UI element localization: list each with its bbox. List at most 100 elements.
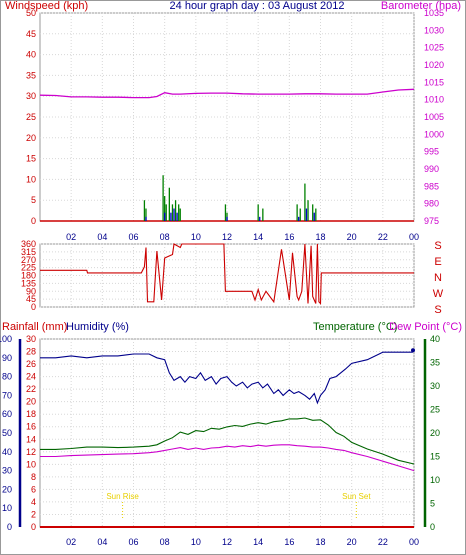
temp-panel-x-tick-label: 04 xyxy=(97,537,107,547)
temperature-tick-label: 0 xyxy=(430,522,435,532)
compass-letter: S xyxy=(434,304,441,316)
barometer-tick-label: 1010 xyxy=(424,95,444,105)
barometer-tick-label: 975 xyxy=(424,216,439,226)
sun-marker-label: Sun Rise xyxy=(106,492,139,501)
humidity-tick-label: 70 xyxy=(2,390,12,400)
compass-letter: S xyxy=(434,240,441,252)
temperature-tick-label: 20 xyxy=(430,428,440,438)
rainfall-axis-label: Rainfall (mm) xyxy=(2,321,67,333)
wind-panel-x-tick-label: 20 xyxy=(347,232,357,242)
barometer-tick-label: 1035 xyxy=(424,8,444,18)
humidity-axis-label: Humidity (%) xyxy=(66,321,129,333)
windspeed-axis-label: Windspeed (kph) xyxy=(5,0,88,12)
rain-tick-label: 26 xyxy=(26,359,36,369)
dew-point-line xyxy=(40,444,415,472)
humidity-line xyxy=(40,349,415,405)
rain-tick-label: 2 xyxy=(31,509,36,519)
wind-panel-x-tick-label: 18 xyxy=(315,232,325,242)
wind-panel-x-tick-label: 12 xyxy=(222,232,232,242)
windspeed-tick-label: 20 xyxy=(26,133,36,143)
direction-tick-label: 270 xyxy=(21,255,36,265)
direction-tick-label: 90 xyxy=(26,286,36,296)
humidity-tick-label: 20 xyxy=(2,484,12,494)
rain-tick-label: 20 xyxy=(26,397,36,407)
wind-panel-x-tick-label: 00 xyxy=(409,232,419,242)
wind-panel-x-tick-label: 06 xyxy=(128,232,138,242)
windspeed-tick-label: 0 xyxy=(31,216,36,226)
rain-tick-label: 24 xyxy=(26,372,36,382)
wind-panel-x-tick-label: 02 xyxy=(66,232,76,242)
direction-tick-label: 135 xyxy=(21,278,36,288)
temperature-tick-label: 40 xyxy=(430,334,440,344)
humidity-tick-label: 50 xyxy=(2,428,12,438)
windspeed-tick-label: 50 xyxy=(26,8,36,18)
rain-tick-label: 14 xyxy=(26,434,36,444)
rain-tick-label: 4 xyxy=(31,497,36,507)
temperature-axis-label: Temperature (°C) xyxy=(313,321,397,333)
temp-panel-x-tick-label: 00 xyxy=(409,537,419,547)
compass-letter: E xyxy=(434,256,441,268)
wind-direction-line xyxy=(40,243,414,305)
humidity-tick-label: 30 xyxy=(2,466,12,476)
temperature-tick-label: 15 xyxy=(430,452,440,462)
wind-panel-x-tick-label: 08 xyxy=(160,232,170,242)
humidity-tick-label: 60 xyxy=(2,409,12,419)
barometer-tick-label: 995 xyxy=(424,147,439,157)
wind-panel-x-tick-label: 16 xyxy=(284,232,294,242)
temperature-tick-label: 30 xyxy=(430,381,440,391)
rain-tick-label: 16 xyxy=(26,422,36,432)
windspeed-tick-label: 5 xyxy=(31,195,36,205)
barometer-tick-label: 1030 xyxy=(424,25,444,35)
barometer-tick-label: 985 xyxy=(424,181,439,191)
temp-panel-x-tick-label: 22 xyxy=(378,537,388,547)
temperature-tick-label: 10 xyxy=(430,475,440,485)
temperature-line xyxy=(40,417,415,465)
wind-panel-x-tick-label: 14 xyxy=(253,232,263,242)
direction-tick-label: 180 xyxy=(21,271,36,281)
humidity-tick-label: 10 xyxy=(2,503,12,513)
direction-tick-label: 45 xyxy=(26,294,36,304)
barometer-tick-label: 1020 xyxy=(424,60,444,70)
barometer-tick-label: 1000 xyxy=(424,129,444,139)
windspeed-tick-label: 35 xyxy=(26,70,36,80)
chart-title: 24 hour graph day : 03 August 2012 xyxy=(170,0,345,12)
dewpoint-axis-label: Dew Point (°C) xyxy=(389,321,462,333)
barometer-axis-label: Barometer (hpa) xyxy=(381,0,461,12)
temp-panel-x-tick-label: 16 xyxy=(284,537,294,547)
wind-panel-x-tick-label: 04 xyxy=(97,232,107,242)
barometer-tick-label: 1025 xyxy=(424,43,444,53)
rain-tick-label: 28 xyxy=(26,347,36,357)
humidity-tick-label: 90 xyxy=(2,353,12,363)
temp-panel-x-tick-label: 18 xyxy=(315,537,325,547)
temperature-tick-label: 35 xyxy=(430,358,440,368)
direction-tick-label: 315 xyxy=(21,247,36,257)
temperature-tick-label: 25 xyxy=(430,405,440,415)
humidity-tick-label: 40 xyxy=(2,447,12,457)
windspeed-tick-label: 30 xyxy=(26,91,36,101)
barometer-tick-label: 1015 xyxy=(424,77,444,87)
compass-letter: N xyxy=(434,272,442,284)
humidity-end-marker xyxy=(411,348,415,353)
windspeed-tick-label: 45 xyxy=(26,29,36,39)
direction-tick-label: 360 xyxy=(21,239,36,249)
temperature-tick-label: 5 xyxy=(430,499,435,509)
rain-tick-label: 30 xyxy=(26,334,36,344)
barometer-tick-label: 1005 xyxy=(424,112,444,122)
barometer-tick-label: 990 xyxy=(424,164,439,174)
temp-panel-x-tick-label: 06 xyxy=(128,537,138,547)
barometer-line xyxy=(39,88,415,99)
windspeed-tick-label: 25 xyxy=(26,112,36,122)
temp-panel-x-tick-label: 10 xyxy=(191,537,201,547)
windspeed-tick-label: 10 xyxy=(26,174,36,184)
windspeed-tick-label: 40 xyxy=(26,50,36,60)
sun-marker-label: Sun Set xyxy=(342,492,371,501)
rain-tick-label: 22 xyxy=(26,384,36,394)
temp-panel-x-tick-label: 02 xyxy=(66,537,76,547)
direction-tick-label: 0 xyxy=(31,302,36,312)
windspeed-tick-label: 15 xyxy=(26,154,36,164)
rain-tick-label: 18 xyxy=(26,409,36,419)
rain-tick-label: 6 xyxy=(31,484,36,494)
wind-panel-x-tick-label: 10 xyxy=(191,232,201,242)
